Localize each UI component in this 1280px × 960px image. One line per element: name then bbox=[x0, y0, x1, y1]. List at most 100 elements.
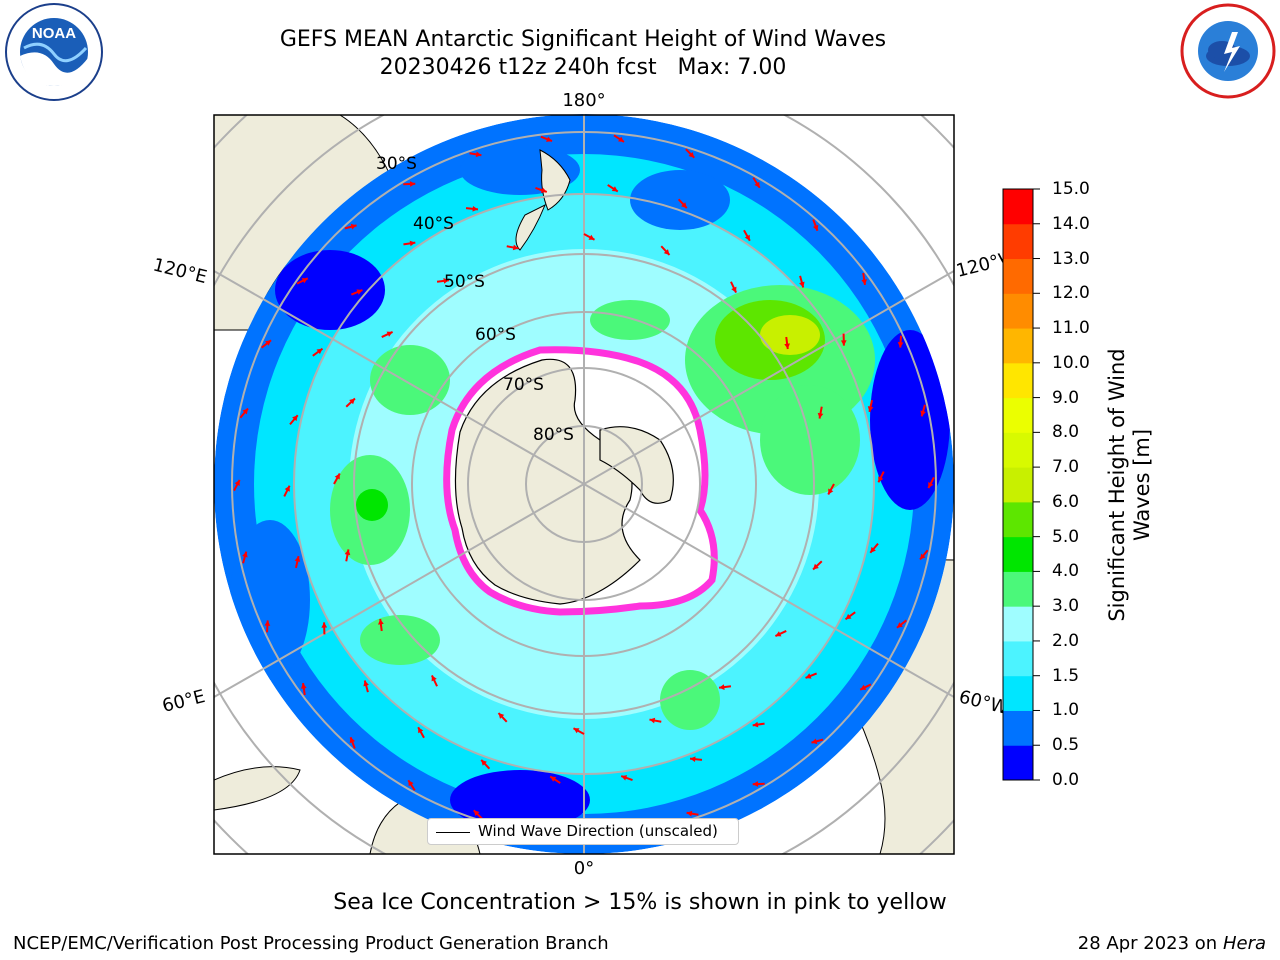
colorbar-bin bbox=[1003, 258, 1033, 294]
wave-direction-arrowhead bbox=[752, 721, 759, 728]
wave-direction-arrowhead bbox=[540, 187, 547, 193]
wave-direction-arrowhead bbox=[690, 756, 696, 763]
colorbar-bin bbox=[1003, 189, 1033, 225]
wave-direction-arrowhead bbox=[611, 186, 618, 192]
legend: Wind Wave Direction (unscaled) bbox=[427, 818, 739, 845]
wave-direction-arrowhead bbox=[920, 410, 926, 417]
colorbar-bin bbox=[1003, 293, 1033, 329]
wave-direction-arrowhead bbox=[378, 619, 384, 625]
colorbar-bin bbox=[1003, 501, 1033, 538]
footer-credit: NCEP/EMC/Verification Post Processing Pr… bbox=[13, 933, 609, 954]
lat-label-80s: 80°S bbox=[533, 425, 574, 445]
chart-title: GEFS MEAN Antarctic Significant Height o… bbox=[279, 27, 887, 52]
colorbar-tick-label: 1.0 bbox=[1052, 700, 1080, 721]
lon-label-60e: 60°E bbox=[160, 686, 207, 717]
lon-label-180: 180° bbox=[562, 90, 605, 111]
wave-direction-arrowhead bbox=[334, 473, 340, 480]
wave-direction-arrowhead bbox=[649, 717, 656, 724]
wave-direction-arrowhead bbox=[321, 622, 328, 628]
wave-direction-arrowhead bbox=[845, 613, 852, 620]
wave-direction-arrowhead bbox=[408, 780, 414, 787]
colorbar-bin bbox=[1003, 675, 1033, 711]
wave-direction-arrowhead bbox=[349, 737, 356, 744]
colorbar-tick-label: 15.0 bbox=[1052, 179, 1090, 199]
graticule-outer bbox=[214, 115, 954, 854]
wave-direction-arrowhead bbox=[618, 136, 625, 142]
wave-direction-arrowhead bbox=[588, 234, 595, 240]
colorbar-tick-label: 14.0 bbox=[1052, 213, 1090, 234]
colorbar-bin bbox=[1003, 432, 1033, 468]
wave-direction-arrowhead bbox=[344, 549, 351, 556]
legend-line-swatch bbox=[436, 832, 470, 833]
noaa-logo: NOAA bbox=[5, 3, 103, 101]
wave-direction-arrowhead bbox=[828, 488, 834, 495]
colorbar-bin bbox=[1003, 606, 1033, 642]
wave-direction-arrowhead bbox=[418, 727, 424, 734]
lon-label-120e: 120°E bbox=[151, 254, 209, 288]
colorbar-bin bbox=[1003, 640, 1033, 677]
lon-label-0: 0° bbox=[574, 858, 594, 879]
wave-direction-arrowhead bbox=[799, 281, 805, 288]
lon-label-60w: 60°W bbox=[957, 686, 1011, 718]
wave-direction-arrowhead bbox=[663, 249, 670, 255]
wave-direction-arrowhead bbox=[363, 680, 369, 687]
wave-direction-arrowhead bbox=[805, 673, 812, 679]
lat-label-70s: 70°S bbox=[503, 375, 544, 395]
wave-direction-arrowhead bbox=[897, 342, 904, 348]
wave-direction-arrowhead bbox=[242, 551, 248, 558]
colorbar-tick-label: 0.0 bbox=[1052, 770, 1080, 790]
wave-direction-arrowhead bbox=[550, 776, 557, 782]
wave-direction-arrowhead bbox=[349, 398, 355, 405]
lat-label-50s: 50°S bbox=[444, 272, 485, 292]
wave-direction-arrowhead bbox=[754, 181, 760, 188]
wave-direction-arrowhead bbox=[731, 286, 737, 293]
lat-label-30s: 30°S bbox=[376, 154, 417, 174]
colorbar-tick-label: 1.5 bbox=[1052, 665, 1080, 686]
wave-direction-arrowhead bbox=[409, 240, 416, 247]
wave-direction-arrowhead bbox=[811, 738, 818, 745]
colorbar-tick-label: 13.0 bbox=[1052, 248, 1090, 269]
wave-direction-arrowhead bbox=[472, 205, 478, 212]
colorbar-label-line1: Significant Height of Wind bbox=[1105, 348, 1129, 622]
legend-label: Wind Wave Direction (unscaled) bbox=[478, 822, 718, 840]
wave-direction-arrowhead bbox=[840, 340, 847, 346]
colorbar-tick-label: 5.0 bbox=[1052, 526, 1080, 547]
chart-subtitle: 20230426 t12z 240h fcst Max: 7.00 bbox=[379, 55, 787, 80]
wave-direction-arrowhead bbox=[264, 620, 271, 626]
wave-direction-arrowhead bbox=[546, 136, 553, 142]
map-frame bbox=[213, 114, 955, 855]
footer-date: 28 Apr 2023 on Hera bbox=[1078, 933, 1266, 954]
wave-direction-arrowhead bbox=[475, 151, 482, 158]
colorbar-bin bbox=[1003, 397, 1033, 433]
wave-direction-arrowhead bbox=[928, 482, 934, 489]
colorbar bbox=[1003, 188, 1040, 781]
wave-direction-arrowhead bbox=[350, 223, 357, 230]
colorbar-bin bbox=[1003, 710, 1033, 746]
noaa-logo-text: NOAA bbox=[32, 25, 76, 42]
wave-direction-arrowhead bbox=[870, 546, 876, 553]
wave-direction-arrowhead bbox=[242, 408, 248, 415]
wave-direction-arrowhead bbox=[860, 684, 867, 690]
wave-direction-arrowhead bbox=[386, 331, 393, 337]
colorbar-bin bbox=[1003, 745, 1033, 781]
wave-direction-arrowhead bbox=[686, 810, 693, 817]
footer-date-text: 28 Apr 2023 on bbox=[1077, 933, 1223, 954]
colorbar-tick-label: 2.0 bbox=[1052, 630, 1080, 651]
colorbar-tick-label: 0.5 bbox=[1052, 735, 1080, 756]
colorbar-tick-label: 10.0 bbox=[1052, 352, 1090, 373]
wave-direction-arrowhead bbox=[498, 713, 505, 719]
wave-direction-arrowhead bbox=[681, 202, 687, 209]
wave-direction-arrowhead bbox=[812, 224, 819, 231]
wave-direction-arrowhead bbox=[867, 406, 874, 412]
wave-direction-arrowhead bbox=[784, 343, 790, 349]
colorbar-bin bbox=[1003, 362, 1033, 399]
colorbar-tick-label: 8.0 bbox=[1052, 422, 1080, 443]
wave-direction-arrowhead bbox=[481, 759, 487, 766]
footer-host: Hera bbox=[1222, 933, 1266, 954]
wave-direction-arrowhead bbox=[316, 348, 323, 355]
wave-direction-arrowhead bbox=[300, 683, 307, 689]
colorbar-tick-label: 4.0 bbox=[1052, 561, 1080, 582]
wave-direction-arrowhead bbox=[431, 675, 437, 682]
colorbar-bin bbox=[1003, 536, 1033, 572]
